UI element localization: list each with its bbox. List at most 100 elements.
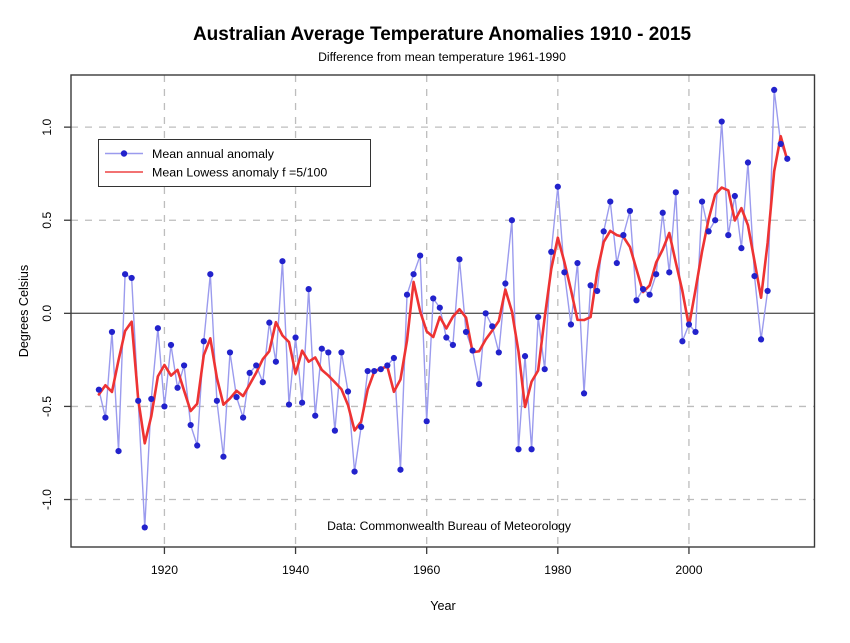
annual-anomaly-point: [397, 466, 404, 473]
annual-anomaly-point: [528, 446, 535, 453]
legend-annual-label: Mean annual anomaly: [152, 147, 275, 161]
annual-anomaly-point: [154, 325, 161, 332]
annual-anomaly-point: [325, 349, 332, 356]
plot-area: 1920 1940 1960 1980 2000 1.0 0.5 0.0 -0.5 -1.0: [40, 74, 816, 577]
annual-anomaly-point: [417, 252, 424, 259]
annual-anomaly-point: [502, 280, 509, 287]
chart-subtitle: Difference from mean temperature 1961-19…: [318, 50, 566, 64]
annual-anomaly-point: [712, 217, 719, 224]
annual-anomaly-point: [167, 341, 175, 349]
annual-anomaly-point: [738, 245, 745, 252]
annual-anomaly-point: [771, 86, 778, 93]
legend-item-annual: Mean annual anomaly: [105, 147, 275, 161]
annual-anomaly-point: [272, 358, 279, 365]
annual-anomaly-point: [121, 271, 129, 278]
annual-anomaly-point: [299, 399, 306, 406]
legend-box: [98, 139, 371, 187]
annual-anomaly-point: [718, 118, 725, 125]
annual-anomaly-point: [580, 390, 588, 397]
annual-anomaly-point: [626, 207, 634, 215]
annual-anomaly-point: [607, 198, 614, 205]
annual-anomaly-point: [679, 338, 686, 345]
y-tick-label: -0.5: [40, 396, 54, 417]
annual-anomaly-point: [456, 256, 463, 263]
y-tick-label: 0.5: [40, 212, 54, 229]
annual-anomaly-point: [108, 328, 116, 336]
annual-anomaly-point: [653, 271, 660, 278]
annual-anomaly-point: [535, 313, 542, 321]
annual-anomaly-point: [594, 287, 601, 295]
annual-anomaly-point: [757, 336, 765, 343]
annual-anomaly-point: [213, 397, 220, 404]
annual-anomaly-point: [731, 192, 738, 200]
legend-annual-point-icon: [120, 150, 128, 157]
annual-anomaly-point: [351, 468, 358, 475]
y-tick-label: 1.0: [40, 118, 54, 135]
annual-anomaly-point: [174, 384, 181, 391]
annual-anomaly-point: [338, 349, 345, 356]
annual-anomaly-point: [725, 232, 732, 239]
annual-anomaly-point: [161, 403, 168, 410]
annual-anomaly-point: [371, 367, 378, 375]
annual-anomaly-point: [508, 217, 516, 224]
legend-lowess-label: Mean Lowess anomaly f =5/100: [152, 165, 327, 179]
annual-anomaly-point: [521, 353, 529, 360]
annual-anomaly-point: [613, 259, 620, 267]
chart-title: Australian Average Temperature Anomalies…: [193, 24, 692, 45]
annual-anomaly-point: [567, 321, 575, 328]
annual-anomaly-point: [633, 297, 640, 304]
annual-anomaly-point: [423, 418, 430, 425]
x-tick-label: 2000: [675, 563, 702, 577]
x-tick-label: 1940: [282, 563, 309, 577]
annual-anomaly-point: [180, 362, 188, 369]
annual-anomaly-point: [266, 319, 273, 326]
annual-anomaly-point: [148, 395, 155, 403]
annual-anomaly-point: [128, 274, 135, 282]
annual-anomaly-point: [489, 323, 496, 330]
annual-anomaly-point: [764, 287, 771, 295]
annual-anomaly-point: [259, 379, 266, 386]
annual-anomaly-point: [135, 397, 142, 404]
annual-anomaly-point: [574, 259, 581, 267]
annual-anomaly-point: [390, 354, 398, 362]
annual-anomaly-point: [600, 228, 607, 235]
annual-anomaly-point: [639, 286, 647, 293]
annual-anomaly-point: [226, 349, 234, 356]
annual-anomaly-point: [95, 386, 102, 393]
legend-item-lowess: Mean Lowess anomaly f =5/100: [105, 165, 327, 179]
annual-anomaly-point: [744, 159, 752, 166]
annual-anomaly-point: [659, 209, 666, 216]
annual-anomaly-point: [495, 349, 502, 356]
annual-anomaly-point: [462, 328, 470, 336]
annual-anomaly-point: [292, 334, 299, 341]
annual-anomaly-point: [554, 183, 561, 190]
data-source-annotation: Data: Commonwealth Bureau of Meteorology: [327, 519, 572, 533]
annual-anomaly-point: [482, 310, 489, 317]
annual-anomaly-point: [253, 362, 260, 369]
annual-anomaly-point: [318, 345, 325, 352]
annual-anomaly-point: [240, 414, 247, 421]
annual-anomaly-point: [279, 258, 286, 265]
y-tick-label: -1.0: [40, 489, 54, 510]
plot-frame: [70, 74, 816, 548]
annual-anomaly-point: [344, 388, 352, 395]
annual-anomaly-point: [436, 304, 443, 311]
annual-anomaly-point: [312, 412, 319, 419]
annual-anomaly-point: [305, 286, 312, 293]
annual-anomaly-point: [102, 414, 109, 421]
annual-anomaly-point: [777, 140, 784, 147]
annual-anomaly-point: [285, 401, 293, 408]
annual-anomaly-point: [246, 369, 253, 377]
annual-anomaly-point: [620, 232, 627, 239]
annual-anomaly-point: [705, 228, 712, 235]
annual-anomaly-point: [784, 155, 791, 162]
annual-anomaly-point: [541, 366, 548, 373]
annual-anomaly-point: [331, 427, 338, 434]
annual-anomaly-point: [403, 291, 411, 298]
annual-anomaly-point: [561, 269, 568, 276]
y-tick-label: 0.0: [40, 305, 54, 322]
annual-anomaly-point: [476, 380, 483, 388]
annual-anomaly-point: [646, 291, 653, 298]
